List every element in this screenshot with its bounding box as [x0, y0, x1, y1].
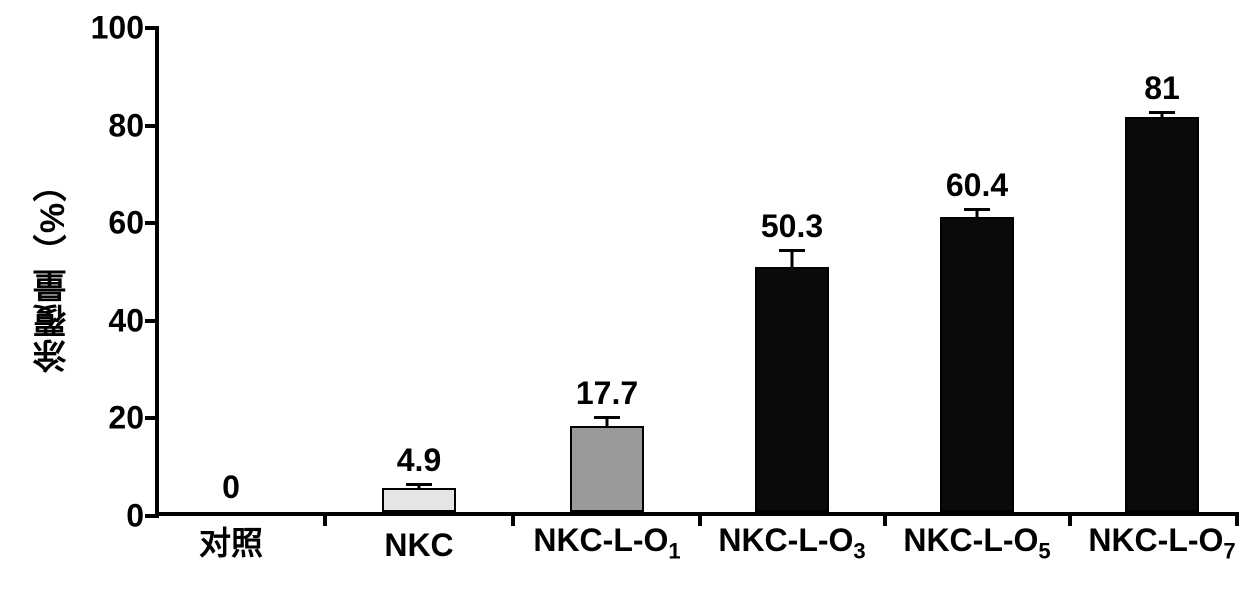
bar-chart: 涂覆量（%） 0对照4.9NKC17.7NKC-L-O150.3NKC-L-O3… — [0, 0, 1240, 611]
bar — [755, 267, 829, 512]
x-category-label: NKC-L-O5 — [903, 522, 1050, 564]
error-cap — [594, 416, 620, 419]
bar-value-label: 4.9 — [397, 442, 441, 479]
bar-value-label: 17.7 — [576, 375, 638, 412]
error-bar — [976, 210, 979, 217]
error-cap — [779, 249, 805, 252]
bar-fill — [755, 267, 829, 512]
x-category-label: NKC-L-O7 — [1088, 522, 1235, 564]
x-category-label: NKC — [384, 527, 453, 564]
bar-fill — [940, 217, 1014, 512]
ytick-label: 20 — [108, 400, 144, 437]
error-cap — [1149, 111, 1175, 114]
bar-value-label: 81 — [1144, 70, 1180, 107]
ytick — [145, 26, 159, 30]
ytick — [145, 416, 159, 420]
xtick — [511, 512, 515, 526]
x-category-label: 对照 — [199, 518, 263, 564]
error-cap — [406, 483, 432, 486]
bar-value-label: 50.3 — [761, 208, 823, 245]
ytick-label: 80 — [108, 107, 144, 144]
ytick-label: 40 — [108, 302, 144, 339]
error-cap — [964, 208, 990, 211]
bar — [570, 426, 644, 512]
error-bar — [606, 418, 609, 425]
ytick — [145, 221, 159, 225]
plot-area: 0对照4.9NKC17.7NKC-L-O150.3NKC-L-O360.4NKC… — [155, 28, 1235, 516]
ytick-label: 60 — [108, 205, 144, 242]
xtick — [1068, 512, 1072, 526]
bar-value-label: 0 — [222, 469, 240, 506]
bar-fill — [570, 426, 644, 512]
y-axis-label: 涂覆量（%） — [28, 167, 77, 373]
xtick — [323, 512, 327, 526]
bar — [940, 217, 1014, 512]
bar — [382, 488, 456, 512]
bar — [1125, 117, 1199, 512]
x-category-label: NKC-L-O3 — [718, 522, 865, 564]
ytick — [145, 319, 159, 323]
ytick-label: 100 — [91, 10, 144, 47]
xtick — [883, 512, 887, 526]
bar-fill — [382, 488, 456, 512]
bar-fill — [1125, 117, 1199, 512]
error-bar — [791, 251, 794, 267]
ytick — [145, 514, 159, 518]
bar-value-label: 60.4 — [946, 167, 1008, 204]
ytick-label: 0 — [126, 498, 144, 535]
ytick — [145, 124, 159, 128]
x-category-label: NKC-L-O1 — [533, 522, 680, 564]
xtick — [698, 512, 702, 526]
